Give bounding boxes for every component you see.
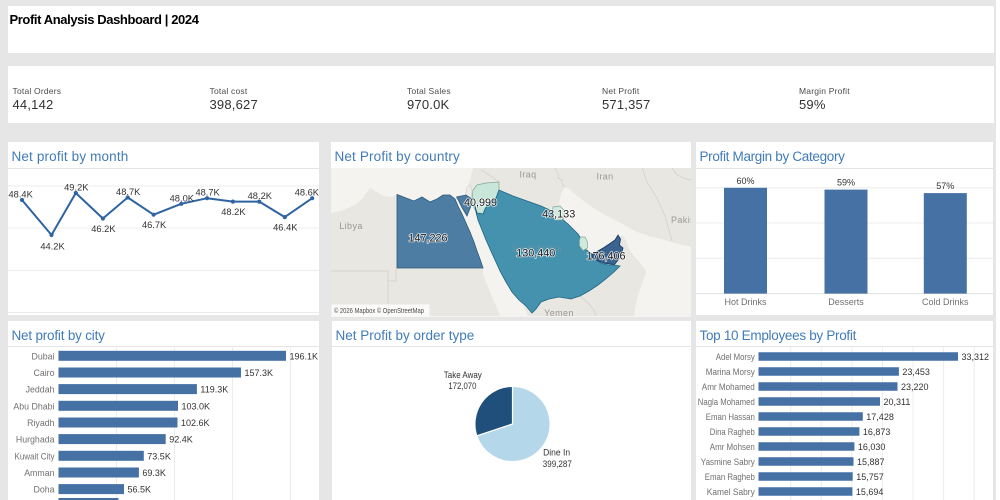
svg-text:Hot Drinks: Hot Drinks [724, 297, 767, 307]
svg-text:Amr Mohamed: Amr Mohamed [702, 382, 755, 392]
svg-text:© 2026 Mapbox © OpenStreetMap: © 2026 Mapbox © OpenStreetMap [334, 306, 424, 315]
svg-text:20,311: 20,311 [884, 397, 911, 407]
svg-text:130,440: 130,440 [516, 248, 555, 260]
svg-text:Saudi Arabia: Saudi Arabia [512, 244, 562, 255]
svg-text:Take Away: Take Away [444, 370, 482, 380]
svg-text:Eman Ragheb: Eman Ragheb [705, 472, 755, 482]
svg-text:73.5K: 73.5K [147, 451, 171, 461]
svg-text:Pakis: Pakis [671, 215, 691, 225]
svg-text:Hurghada: Hurghada [16, 435, 55, 445]
svg-text:Kuwait City: Kuwait City [15, 451, 56, 461]
svg-text:Cairo: Cairo [33, 368, 54, 378]
svg-text:40,999: 40,999 [464, 197, 497, 209]
svg-text:Iraq: Iraq [519, 170, 536, 180]
svg-text:Yemen: Yemen [544, 308, 574, 317]
svg-text:Jeddah: Jeddah [26, 385, 55, 395]
svg-text:176,406: 176,406 [586, 250, 625, 262]
svg-text:48.2K: 48.2K [248, 191, 273, 201]
svg-text:147,226: 147,226 [408, 232, 447, 244]
svg-text:16,030: 16,030 [858, 442, 886, 452]
svg-text:Riyadh: Riyadh [27, 418, 54, 428]
svg-text:103.0K: 103.0K [182, 401, 211, 411]
svg-text:15,757: 15,757 [856, 472, 884, 482]
svg-text:Iran: Iran [596, 171, 613, 181]
svg-text:119.3K: 119.3K [200, 385, 228, 395]
svg-text:Dina Ragheb: Dina Ragheb [710, 427, 755, 437]
svg-text:46.2K: 46.2K [91, 224, 116, 234]
svg-text:46.4K: 46.4K [273, 223, 298, 233]
svg-text:23,453: 23,453 [902, 367, 930, 377]
svg-text:Amr Mohsen: Amr Mohsen [710, 442, 755, 452]
svg-text:17,428: 17,428 [866, 412, 894, 422]
svg-text:23,220: 23,220 [901, 382, 929, 392]
svg-text:92.4K: 92.4K [169, 435, 193, 445]
svg-text:59%: 59% [837, 178, 855, 188]
svg-text:399,287: 399,287 [543, 459, 572, 469]
svg-text:33,312: 33,312 [962, 352, 990, 362]
svg-text:46.7K: 46.7K [142, 220, 167, 230]
svg-text:16,873: 16,873 [863, 427, 891, 437]
svg-text:Doha: Doha [33, 485, 54, 495]
svg-text:Cold Drinks: Cold Drinks [922, 297, 969, 307]
svg-text:48.4K: 48.4K [9, 189, 34, 199]
svg-text:Amman: Amman [24, 468, 54, 478]
svg-text:196.1K: 196.1K [290, 351, 319, 361]
svg-text:57%: 57% [936, 181, 954, 191]
svg-text:Eman Hassan: Eman Hassan [706, 412, 755, 422]
svg-text:48.7K: 48.7K [195, 188, 220, 198]
svg-text:60%: 60% [736, 176, 754, 186]
svg-text:Nagla Mohamed: Nagla Mohamed [698, 397, 755, 407]
svg-text:15,694: 15,694 [856, 487, 884, 497]
svg-text:Abu Dhabi: Abu Dhabi [13, 401, 54, 411]
svg-text:Desserts: Desserts [828, 297, 864, 307]
svg-text:49.2K: 49.2K [64, 182, 89, 192]
svg-text:56.5K: 56.5K [128, 485, 152, 495]
svg-text:48.2K: 48.2K [221, 207, 246, 217]
svg-text:Marina Morsy: Marina Morsy [706, 367, 756, 377]
svg-text:Adel Morsy: Adel Morsy [716, 352, 756, 362]
svg-text:48.0K: 48.0K [170, 193, 195, 203]
svg-text:69.3K: 69.3K [142, 468, 166, 478]
svg-text:Dubai: Dubai [32, 351, 55, 361]
svg-text:15,887: 15,887 [857, 457, 885, 467]
svg-text:44.2K: 44.2K [40, 242, 65, 252]
svg-text:102.6K: 102.6K [181, 418, 210, 428]
svg-text:48.6K: 48.6K [295, 188, 319, 198]
svg-text:Dine In: Dine In [543, 448, 570, 458]
svg-text:157.3K: 157.3K [245, 368, 274, 378]
svg-text:172,070: 172,070 [448, 381, 476, 391]
svg-text:48.7K: 48.7K [116, 187, 141, 197]
svg-text:43,133: 43,133 [542, 209, 575, 221]
svg-text:Yasmine Sabry: Yasmine Sabry [701, 457, 756, 467]
svg-text:Kamel Sabry: Kamel Sabry [707, 487, 756, 497]
svg-text:Libya: Libya [339, 221, 363, 231]
